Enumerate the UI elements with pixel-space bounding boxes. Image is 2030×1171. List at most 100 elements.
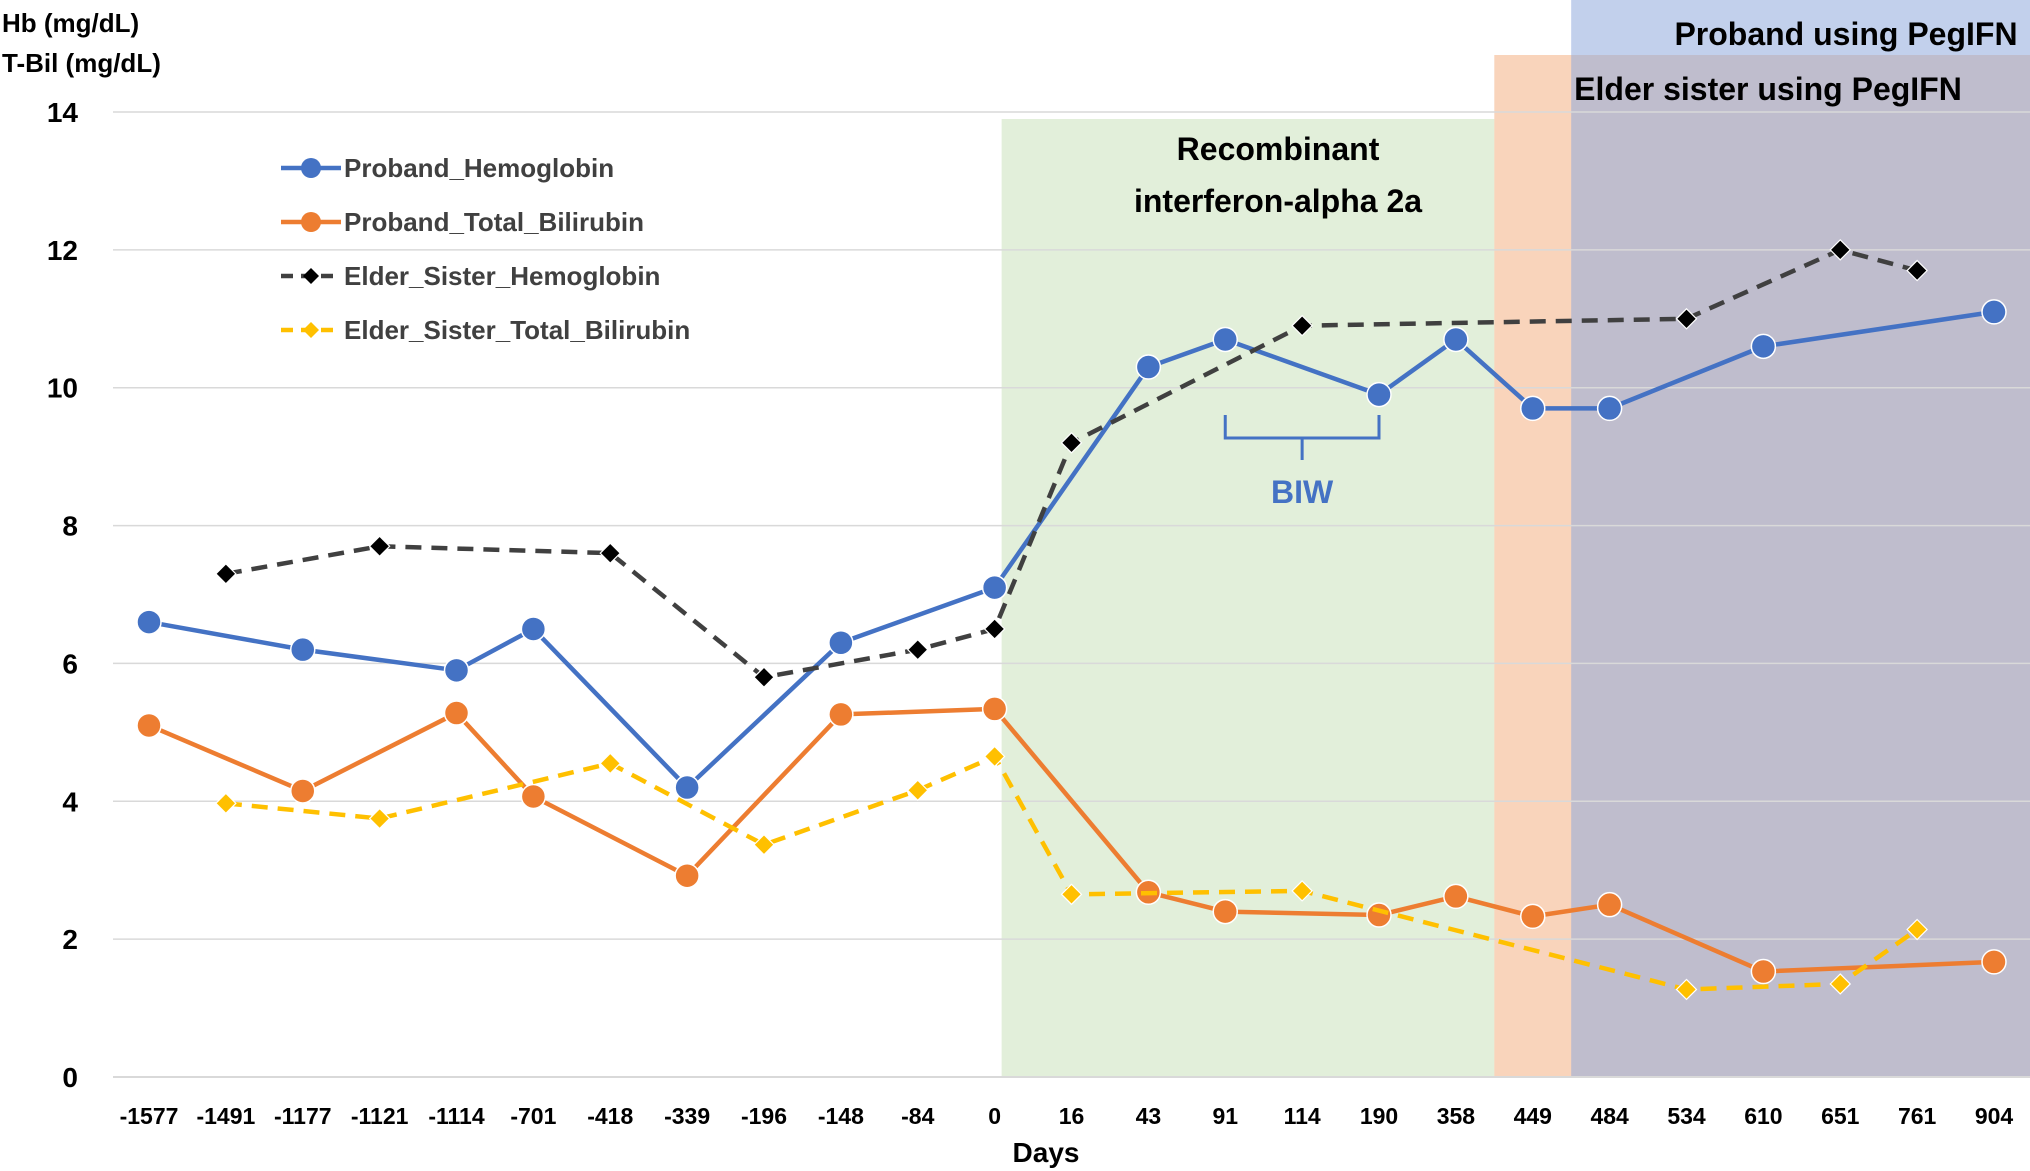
y-tick-label: 4	[62, 786, 78, 817]
data-point	[599, 542, 622, 564]
x-tick-label: -339	[664, 1103, 710, 1129]
legend-label: Proband_Total_Bilirubin	[344, 207, 644, 237]
x-tick-label: 761	[1898, 1103, 1937, 1129]
data-point	[1596, 395, 1623, 422]
legend-label: Elder_Sister_Hemoglobin	[344, 261, 660, 291]
legend-label: Proband_Hemoglobin	[344, 153, 614, 183]
data-point	[599, 752, 622, 775]
data-point	[906, 779, 929, 802]
x-tick-label: 534	[1667, 1103, 1706, 1129]
data-point	[443, 657, 470, 684]
y-axis-title: T-Bil (mg/dL)	[2, 48, 161, 78]
data-point	[1212, 898, 1238, 925]
x-tick-label: 91	[1212, 1103, 1238, 1129]
data-point	[1060, 432, 1083, 454]
data-point	[136, 712, 162, 739]
data-point	[1829, 973, 1852, 995]
x-tick-label: 904	[1975, 1103, 2014, 1129]
data-point	[368, 807, 391, 830]
x-tick-label: 449	[1514, 1103, 1552, 1129]
x-tick-label: -701	[510, 1103, 556, 1129]
regions-layer	[1001, 0, 2030, 1077]
data-point	[1443, 883, 1469, 910]
x-tick-label: 16	[1059, 1103, 1085, 1129]
x-tick-label: -196	[741, 1103, 787, 1129]
data-point	[753, 666, 775, 689]
x-tick-label: 0	[988, 1103, 1001, 1129]
data-point	[1291, 314, 1313, 337]
region-label-recombinant: Recombinant	[1177, 131, 1380, 167]
data-point	[983, 745, 1006, 768]
x-tick-label: 358	[1437, 1103, 1476, 1129]
legend-label: Elder_Sister_Total_Bilirubin	[344, 315, 690, 345]
x-tick-label: -1577	[120, 1103, 179, 1129]
y-tick-label: 2	[62, 924, 78, 955]
x-tick-label: -84	[901, 1103, 934, 1129]
legend-entry: Proband_Hemoglobin	[281, 153, 614, 183]
legend-entry: Elder_Sister_Total_Bilirubin	[281, 315, 690, 345]
data-point	[520, 616, 547, 642]
region-labels: Recombinant interferon-alpha 2a Elder sist…	[1134, 16, 2018, 219]
legend-entry: Elder_Sister_Hemoglobin	[281, 261, 660, 291]
axes: 0 2 4 6 8 10 12 14 -1577 -1491 -1177 -1121 -1114 -701…	[2, 8, 2030, 1168]
y-tick-label: 12	[47, 235, 78, 266]
series-layer	[136, 239, 2007, 1001]
x-tick-label: -1491	[196, 1103, 255, 1129]
region-proband-pegifn	[1571, 0, 2030, 1077]
gridlines	[113, 111, 2030, 940]
y-tick-label: 0	[62, 1062, 78, 1093]
data-point	[983, 618, 1006, 640]
data-point	[1520, 395, 1546, 422]
legend-marker	[303, 268, 319, 284]
data-point	[1906, 918, 1928, 941]
x-tick-label: 43	[1136, 1103, 1162, 1129]
data-point	[981, 696, 1008, 722]
legend-marker	[301, 212, 321, 232]
data-point	[828, 701, 854, 728]
data-point	[443, 700, 470, 726]
data-point	[1750, 333, 1777, 360]
data-point	[1906, 259, 1928, 282]
y-tick-label: 8	[62, 511, 78, 542]
x-axis-title: Days	[1013, 1137, 1080, 1168]
data-point	[1443, 326, 1469, 353]
x-tick-label: 114	[1284, 1103, 1321, 1129]
data-point	[1135, 354, 1162, 380]
legend-marker	[303, 322, 319, 338]
x-tick-label: -1177	[274, 1103, 332, 1129]
data-point	[828, 630, 854, 656]
x-tick-label: -1121	[351, 1103, 409, 1129]
series-Proband_Hemoglobin	[136, 299, 2007, 801]
data-point	[981, 574, 1008, 601]
region-label-proband-pegifn: Proband using PegIFN	[1674, 16, 2017, 52]
data-point	[674, 862, 700, 889]
series-Elder_Sister_Total_Bilirubin	[215, 745, 1928, 1001]
data-point	[1981, 949, 2007, 975]
x-tick-label: 610	[1744, 1103, 1782, 1129]
annotations: BIW	[1223, 415, 1381, 510]
legend-entry: Proband_Total_Bilirubin	[281, 207, 644, 237]
y-tick-label: 6	[62, 648, 78, 679]
legend: Proband_Hemoglobin Proband_Total_Bilirubi…	[281, 153, 690, 345]
data-point	[1060, 883, 1083, 906]
x-tick-label: -1114	[428, 1103, 484, 1129]
data-point	[1829, 239, 1852, 261]
data-point	[1596, 891, 1623, 918]
data-point	[1212, 326, 1238, 353]
legend-marker	[301, 158, 321, 178]
y-tick-label: 10	[47, 373, 78, 404]
biw-label: BIW	[1271, 474, 1334, 510]
data-point	[136, 609, 162, 635]
data-point	[215, 792, 237, 815]
data-point	[1366, 381, 1392, 408]
x-tick-label: 190	[1360, 1103, 1398, 1129]
data-point	[1675, 978, 1698, 1001]
data-point	[215, 562, 237, 585]
region-label-elder-sister-pegifn: Elder sister using PegIFN	[1574, 71, 1962, 107]
x-tick-label: -148	[818, 1103, 864, 1129]
data-point	[1675, 307, 1698, 330]
x-tick-label: 651	[1821, 1103, 1860, 1129]
data-point	[1981, 299, 2007, 325]
data-point	[674, 774, 700, 801]
